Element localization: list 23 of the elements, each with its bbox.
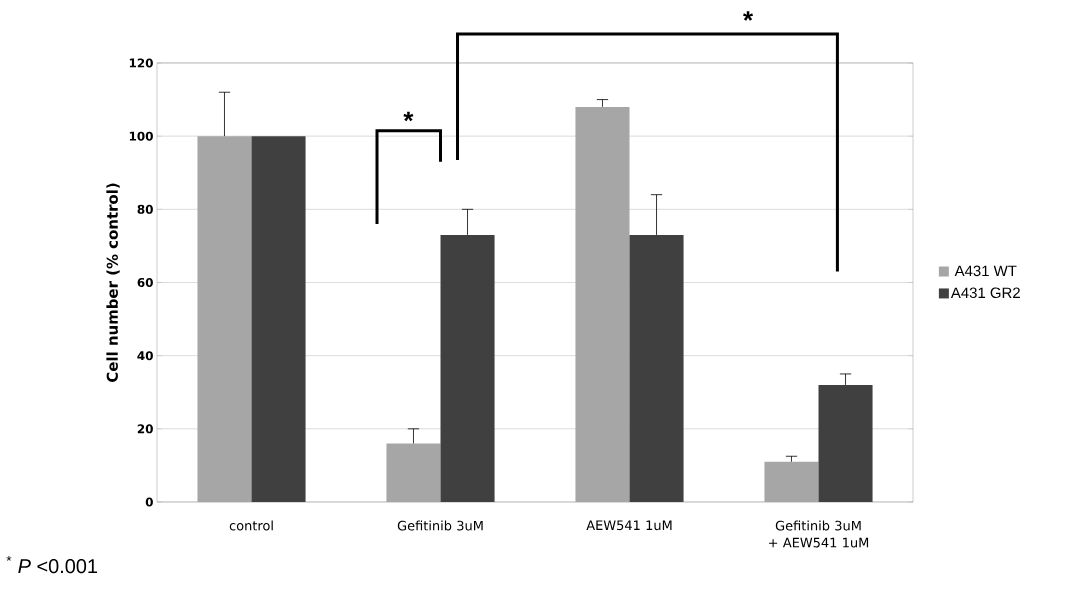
bar <box>818 384 873 502</box>
y-axis-title: Cell number (% control) <box>106 183 120 382</box>
bar <box>386 443 441 502</box>
bar <box>764 461 819 502</box>
y-tick-label: 80 <box>137 204 153 214</box>
text: * <box>743 11 754 21</box>
annotation: * <box>403 111 414 122</box>
x-tick-label: AEW541 1uM <box>586 520 672 531</box>
y-tick-label: 20 <box>137 424 153 434</box>
bar <box>440 234 495 502</box>
legend-label: A431 WT <box>954 265 1017 277</box>
y-tick-label: 120 <box>129 58 153 68</box>
bar <box>629 234 684 502</box>
y-tick-label: 100 <box>129 131 153 141</box>
y-tick-label: 40 <box>137 351 153 361</box>
y-tick-label: 60 <box>137 277 153 288</box>
x-tick-label: control <box>229 520 273 531</box>
legend-label: A431 GR2 <box>950 287 1020 299</box>
bar <box>251 136 306 502</box>
text: $^{*}$ P <0.001 <box>6 555 98 574</box>
x-tick-label: Gefitinib 3uM + AEW541 1uM <box>769 520 869 548</box>
x-tick-label: Gefitinib 3uM <box>397 520 483 531</box>
y-tick-label: 0 <box>145 497 153 507</box>
